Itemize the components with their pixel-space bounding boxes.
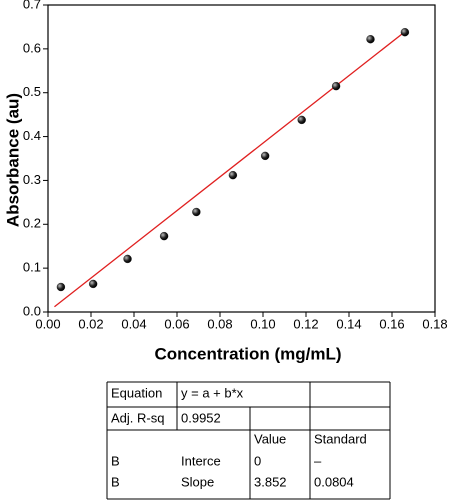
y-tick-label: 0.4 xyxy=(23,128,41,143)
x-axis-title: Concentration (mg/mL) xyxy=(155,344,342,363)
data-point xyxy=(366,35,375,44)
x-tick-label: 0.00 xyxy=(35,316,60,331)
data-point xyxy=(297,115,306,125)
data-point xyxy=(400,28,410,37)
table-cell: 3.852 xyxy=(254,474,287,489)
table-cell: – xyxy=(314,453,322,468)
data-point xyxy=(260,151,270,161)
y-tick-label: 0.0 xyxy=(23,303,41,318)
data-point xyxy=(192,207,201,217)
data-point xyxy=(123,254,132,264)
x-tick-label: 0.12 xyxy=(293,316,318,331)
y-tick-label: 0.2 xyxy=(23,216,41,231)
table-cell: Interce xyxy=(181,453,221,468)
fit-line xyxy=(54,31,406,308)
table-cell: Value xyxy=(254,431,286,446)
table-cell: Adj. R-sq xyxy=(111,410,164,425)
y-tick-label: 0.5 xyxy=(23,84,41,99)
x-tick-label: 0.02 xyxy=(78,316,103,331)
table-cell: 0.0804 xyxy=(314,474,354,489)
y-tick-label: 0.6 xyxy=(23,40,41,55)
x-tick-label: 0.06 xyxy=(164,316,189,331)
table-cell: 0.9952 xyxy=(181,410,221,425)
table-cell: Equation xyxy=(111,385,162,400)
plot-frame xyxy=(47,4,436,313)
data-point xyxy=(228,171,238,180)
data-point xyxy=(159,231,169,241)
x-tick-label: 0.18 xyxy=(422,316,447,331)
data-point xyxy=(89,279,98,289)
data-point xyxy=(56,282,66,292)
table-cell: 0 xyxy=(254,453,261,468)
table-cell: B xyxy=(111,474,120,489)
x-tick-label: 0.14 xyxy=(336,316,361,331)
y-tick-label: 0.1 xyxy=(23,260,41,275)
table-cell: y = a + b*x xyxy=(181,385,244,400)
x-tick-label: 0.04 xyxy=(121,316,146,331)
x-tick-label: 0.08 xyxy=(207,316,232,331)
y-axis-title: Absorbance (au) xyxy=(3,93,22,227)
x-tick-label: 0.10 xyxy=(250,316,275,331)
table-cell: B xyxy=(111,453,120,468)
data-point xyxy=(331,81,341,91)
y-tick-label: 0.7 xyxy=(23,0,41,11)
y-tick-label: 0.3 xyxy=(23,172,41,187)
results-table: Equation y = a + b*x Adj. R-sq 0.9952 Value S… xyxy=(106,381,391,500)
table-cell: Standard xyxy=(314,431,367,446)
table-cell: Slope xyxy=(181,474,214,489)
x-tick-label: 0.16 xyxy=(379,316,404,331)
